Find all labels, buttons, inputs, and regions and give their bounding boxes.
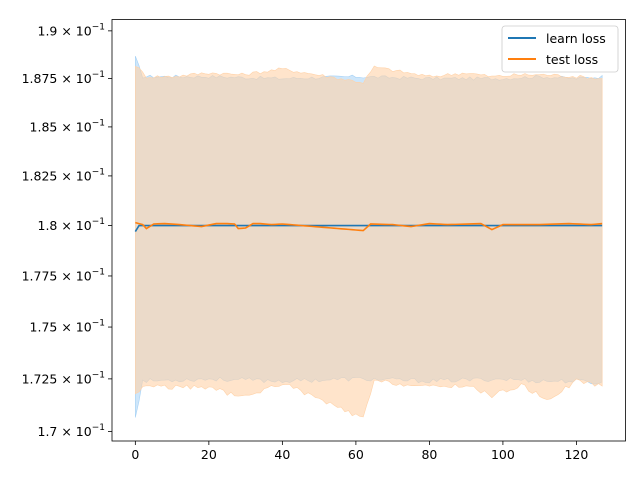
x-tick-label: 120 bbox=[564, 447, 588, 462]
x-axis-ticks: 0 20 40 60 80 100 120 bbox=[131, 441, 588, 462]
legend-label-learn-loss: learn loss bbox=[546, 31, 606, 46]
x-tick-label: 60 bbox=[348, 447, 364, 462]
x-tick-label: 40 bbox=[274, 447, 290, 462]
y-tick-label: 1.725 × 10−1 bbox=[22, 370, 105, 386]
y-tick-label: 1.7 × 10−1 bbox=[38, 423, 106, 439]
y-tick-label: 1.775 × 10−1 bbox=[22, 267, 105, 283]
axes-frame bbox=[111, 19, 626, 442]
x-tick-label: 0 bbox=[131, 447, 139, 462]
y-tick-label: 1.9 × 10−1 bbox=[38, 22, 106, 38]
y-axis-ticks: 1.7 × 10−1 1.725 × 10−1 1.75 × 10−1 1.775 ×… bbox=[22, 22, 112, 439]
x-tick-label: 100 bbox=[491, 447, 515, 462]
y-tick-label: 1.875 × 10−1 bbox=[22, 70, 105, 86]
y-tick-label: 1.8 × 10−1 bbox=[38, 217, 106, 233]
legend: learn loss test loss bbox=[501, 25, 619, 73]
y-tick-label: 1.825 × 10−1 bbox=[22, 167, 105, 183]
legend-label-test-loss: test loss bbox=[546, 52, 598, 67]
y-tick-label: 1.85 × 10−1 bbox=[30, 118, 105, 134]
line-test-loss bbox=[135, 221, 603, 232]
band-test-loss bbox=[135, 65, 603, 418]
series-lines bbox=[134, 221, 603, 233]
y-tick-label: 1.75 × 10−1 bbox=[30, 319, 105, 335]
confidence-bands bbox=[135, 56, 603, 418]
x-tick-label: 80 bbox=[421, 447, 437, 462]
x-tick-label: 20 bbox=[201, 447, 217, 462]
